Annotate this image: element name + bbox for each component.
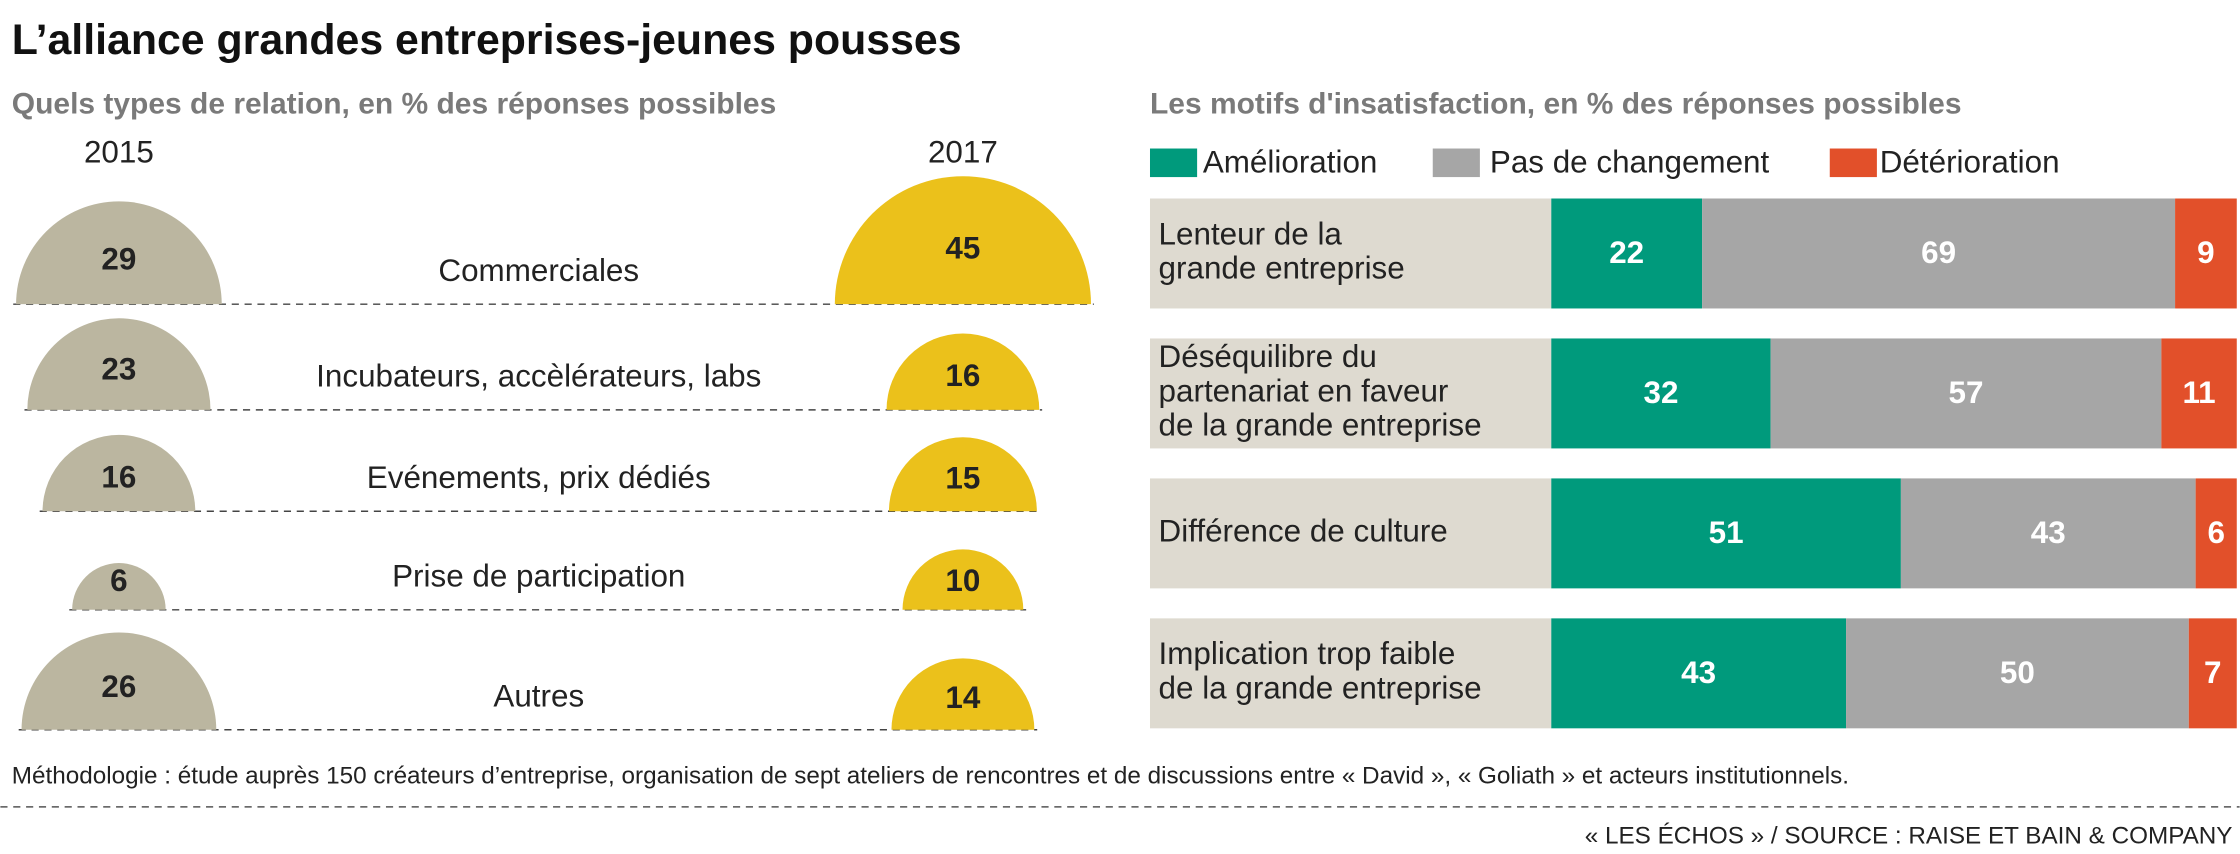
semicircle (902, 549, 1024, 610)
value-label: 7 (2204, 655, 2221, 690)
value-label: 6 (110, 563, 127, 598)
bar (1551, 198, 1703, 309)
category-label: Prise de participation (392, 559, 685, 594)
bar (1551, 478, 1901, 589)
value-label: 16 (101, 459, 136, 494)
value-label: 50 (2000, 655, 2035, 690)
category-label: Autres (493, 679, 584, 714)
semicircle (891, 658, 1035, 730)
semicircle (16, 201, 222, 305)
bar (1551, 338, 1771, 449)
semicircle (886, 333, 1040, 410)
value-label: 26 (101, 669, 136, 704)
value-label: 15 (945, 460, 980, 495)
value-label: 10 (945, 563, 980, 598)
value-label: 43 (2031, 515, 2066, 550)
value-label: 51 (1709, 515, 1744, 550)
category-box (1149, 478, 1552, 589)
page-title: L’alliance grandes entreprises-jeunes po… (12, 16, 962, 64)
bar (2161, 338, 2237, 449)
value-label: 14 (945, 680, 980, 715)
category-box (1149, 198, 1552, 309)
value-label: 29 (101, 241, 136, 276)
chart-subtitle: Quels types de relation, en % des répons… (12, 88, 776, 121)
category-label: Lenteur de la grande entreprise (1159, 217, 1405, 286)
category-label: Déséquilibre du partenariat en faveur de l… (1159, 339, 1482, 443)
bar (1900, 478, 2196, 589)
category-label: Différence de culture (1159, 514, 1448, 549)
semicircle (27, 318, 211, 410)
value-label: 45 (945, 231, 980, 266)
semicircle (42, 434, 196, 512)
value-label: 23 (101, 352, 136, 387)
value-label: 57 (1949, 375, 1984, 410)
bar (1551, 618, 1847, 729)
semicircle (888, 437, 1037, 512)
legend-label: Pas de changement (1490, 145, 1770, 180)
value-label: 9 (2197, 235, 2214, 270)
bar (1702, 198, 2176, 309)
value-label: 16 (945, 358, 980, 393)
category-box (1149, 618, 1552, 729)
value-label: 43 (1681, 655, 1716, 690)
semicircle (21, 632, 217, 730)
semicircle (834, 176, 1091, 305)
bar (1770, 338, 2162, 449)
category-box (1149, 338, 1552, 449)
value-label: 69 (1921, 235, 1956, 270)
legend-label: 2017 (928, 135, 998, 170)
legend-label: Détérioration (1880, 145, 2060, 180)
category-label: Implication trop faible de la grande entr… (1159, 637, 1482, 706)
legend-swatch (1829, 148, 1877, 178)
legend-swatch (1432, 148, 1480, 178)
source: « LES ÉCHOS » / SOURCE : RAISE ET BAIN &… (1585, 822, 2233, 849)
value-label: 6 (2207, 515, 2224, 550)
value-label: 32 (1643, 375, 1678, 410)
category-label: Commerciales (438, 253, 639, 288)
legend-swatch (1149, 148, 1198, 178)
legend-label: 2015 (84, 135, 154, 170)
category-label: Incubateurs, accèlérateurs, labs (316, 359, 761, 394)
bar (1846, 618, 2189, 729)
chart-subtitle: Les motifs d'insatisfaction, en % des ré… (1150, 88, 1962, 121)
semicircle (72, 563, 166, 610)
legend-label: Amélioration (1203, 145, 1378, 180)
bar (2195, 478, 2237, 589)
note: Méthodologie : étude auprès 150 créateur… (12, 762, 1849, 789)
value-label: 11 (2182, 375, 2215, 410)
bar (2175, 198, 2237, 309)
bar (2188, 618, 2237, 729)
value-label: 22 (1609, 235, 1644, 270)
category-label: Evénements, prix dédiés (367, 460, 711, 495)
